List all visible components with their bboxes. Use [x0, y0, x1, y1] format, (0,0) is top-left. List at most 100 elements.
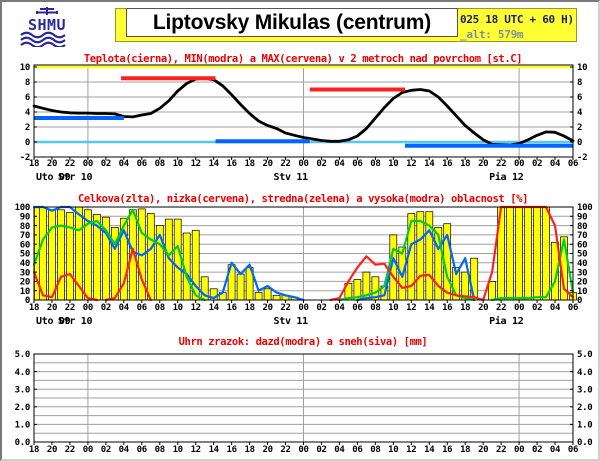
svg-text:04: 04 [119, 159, 130, 169]
svg-text:14: 14 [209, 445, 220, 455]
svg-text:100: 100 [577, 203, 592, 213]
svg-text:02: 02 [532, 159, 542, 169]
svg-text:22: 22 [280, 159, 290, 169]
svg-text:02: 02 [101, 303, 111, 313]
svg-text:10: 10 [388, 159, 398, 169]
svg-text:1.0: 1.0 [577, 421, 592, 431]
svg-text:0: 0 [577, 138, 582, 148]
svg-text:08: 08 [155, 159, 165, 169]
svg-text:70: 70 [20, 231, 30, 241]
svg-text:06: 06 [352, 159, 362, 169]
svg-text:0.0: 0.0 [15, 438, 30, 448]
svg-text:00: 00 [514, 303, 524, 313]
svg-text:02: 02 [316, 303, 326, 313]
svg-text:06: 06 [568, 445, 578, 455]
svg-text:2.0: 2.0 [577, 403, 592, 413]
svg-text:10: 10 [173, 445, 183, 455]
svg-text:22: 22 [65, 303, 75, 313]
svg-text:00: 00 [298, 445, 308, 455]
svg-text:Uto 09: Uto 09 [36, 172, 71, 183]
svg-text:20: 20 [47, 303, 57, 313]
svg-text:22: 22 [496, 159, 506, 169]
waves-icon [20, 31, 66, 47]
svg-text:3.0: 3.0 [15, 385, 30, 395]
svg-text:4: 4 [25, 108, 31, 118]
svg-text:Pia 12: Pia 12 [489, 315, 524, 327]
svg-text:12: 12 [191, 159, 201, 169]
svg-text:16: 16 [226, 303, 236, 313]
svg-text:100: 100 [15, 203, 30, 213]
location-title: Liptovsky Mikulas (centrum) [152, 10, 432, 34]
svg-text:6: 6 [25, 93, 30, 103]
y-axis-labels: 0.0 0.0 1.0 1.0 2.0 2.0 3.0 3.0 4.0 4.0 5.0 5.0 [15, 350, 593, 448]
svg-text:20: 20 [47, 159, 57, 169]
svg-text:12: 12 [191, 303, 201, 313]
svg-text:04: 04 [334, 159, 345, 169]
svg-text:00: 00 [83, 445, 93, 455]
svg-text:80: 80 [20, 222, 30, 232]
svg-text:Str 10: Str 10 [58, 172, 93, 183]
svg-text:10: 10 [173, 303, 183, 313]
svg-text:40: 40 [577, 259, 587, 269]
svg-text:60: 60 [577, 240, 587, 250]
svg-text:20: 20 [577, 278, 587, 288]
svg-text:18: 18 [460, 159, 470, 169]
svg-text:18: 18 [460, 445, 470, 455]
svg-text:14: 14 [209, 303, 220, 313]
svg-text:06: 06 [137, 303, 147, 313]
svg-text:18: 18 [460, 303, 470, 313]
svg-text:8: 8 [25, 78, 30, 88]
svg-text:10: 10 [388, 445, 398, 455]
svg-text:16: 16 [226, 445, 236, 455]
svg-text:06: 06 [352, 445, 362, 455]
svg-text:20: 20 [262, 303, 272, 313]
svg-text:02: 02 [101, 445, 111, 455]
model-run-text: 025 18 UTC + 60 H) [460, 13, 574, 26]
svg-text:22: 22 [496, 303, 506, 313]
svg-text:10: 10 [388, 303, 398, 313]
svg-text:00: 00 [83, 159, 93, 169]
svg-text:2: 2 [25, 123, 30, 133]
svg-text:Uhrn zrazok: dazd(modra) a sne: Uhrn zrazok: dazd(modra) a sneh(siva) [m… [179, 336, 428, 348]
precipitation-chart: 0.0 0.0 1.0 1.0 2.0 2.0 3.0 3.0 4.0 4.0 5.0 5.0 18 20… [15, 336, 593, 455]
svg-text:5.0: 5.0 [15, 350, 30, 360]
svg-text:08: 08 [155, 303, 165, 313]
svg-text:04: 04 [334, 445, 345, 455]
svg-text:08: 08 [370, 445, 380, 455]
svg-text:90: 90 [577, 213, 587, 223]
svg-text:04: 04 [334, 303, 345, 313]
svg-text:Stv 11: Stv 11 [274, 172, 309, 183]
svg-text:08: 08 [370, 159, 380, 169]
svg-text:-2: -2 [20, 153, 30, 163]
svg-text:02: 02 [316, 159, 326, 169]
svg-text:16: 16 [442, 445, 452, 455]
svg-text:1.0: 1.0 [15, 421, 30, 431]
svg-text:20: 20 [478, 445, 488, 455]
svg-text:18: 18 [244, 303, 254, 313]
svg-text:10: 10 [577, 287, 587, 297]
altitude-text: _alt: 579m [460, 28, 524, 41]
svg-text:70: 70 [577, 231, 587, 241]
svg-text:00: 00 [298, 303, 308, 313]
svg-text:18: 18 [29, 303, 39, 313]
svg-text:18: 18 [244, 445, 254, 455]
weather-vane-icon [36, 7, 58, 15]
svg-text:04: 04 [550, 303, 561, 313]
svg-text:16: 16 [442, 159, 452, 169]
svg-text:00: 00 [83, 303, 93, 313]
svg-text:30: 30 [577, 268, 587, 278]
svg-text:18: 18 [29, 445, 39, 455]
svg-text:04: 04 [550, 159, 561, 169]
svg-text:6: 6 [577, 93, 582, 103]
svg-text:Pia 12: Pia 12 [489, 171, 524, 183]
svg-text:02: 02 [101, 159, 111, 169]
svg-text:40: 40 [20, 259, 30, 269]
svg-text:0: 0 [25, 138, 30, 148]
svg-text:14: 14 [424, 445, 435, 455]
grid [34, 354, 573, 442]
svg-text:22: 22 [65, 445, 75, 455]
header: SHMU 025 18 UTC + 60 H) _alt: 579m Lipto… [2, 2, 598, 50]
